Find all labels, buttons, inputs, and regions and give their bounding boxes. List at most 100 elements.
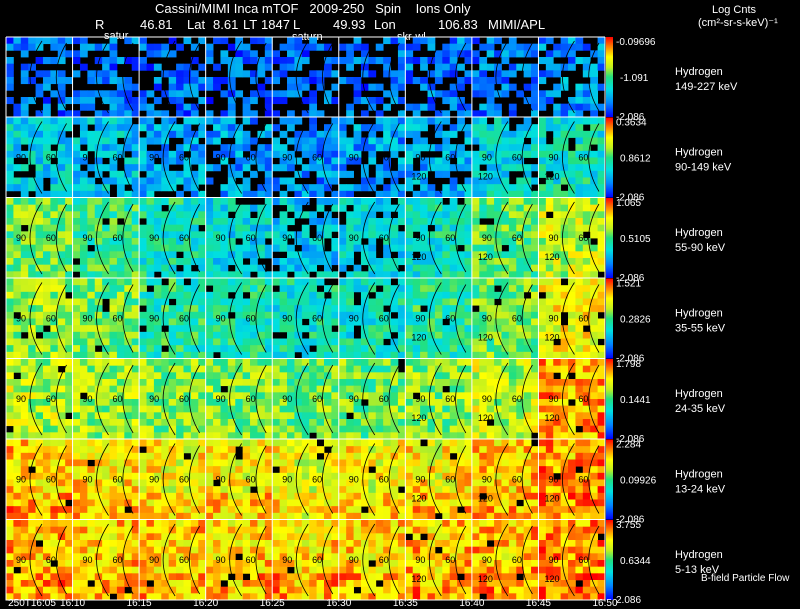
heatmap-cell [87, 512, 96, 520]
heatmap-cell [79, 184, 88, 192]
heatmap-cell [72, 110, 81, 118]
heatmap-cell [486, 244, 495, 252]
heatmap-cell [405, 392, 414, 400]
heatmap-cell [338, 452, 347, 460]
heatmap-cell [323, 164, 332, 172]
heatmap-cell [331, 446, 340, 454]
heatmap-cell [20, 190, 29, 198]
heatmap-cell [28, 479, 36, 487]
heatmap-cell [597, 231, 606, 239]
heatmap-cell [124, 338, 133, 346]
heatmap-cell [176, 499, 184, 507]
heatmap-cell [131, 359, 140, 367]
heatmap-cell [420, 238, 428, 246]
heatmap-cell [582, 90, 591, 98]
heatmap-cell [338, 285, 347, 293]
heatmap-cell [116, 345, 125, 353]
heatmap-cell [405, 506, 414, 514]
heatmap-cell [65, 466, 73, 474]
heatmap-cell [427, 479, 436, 487]
heatmap-cell [390, 97, 399, 105]
heatmap-cell [316, 83, 325, 91]
heatmap-cell [383, 251, 391, 259]
heatmap-cell [146, 43, 155, 51]
heatmap-cell [390, 506, 399, 514]
heatmap-cell [471, 399, 480, 407]
heatmap-cell [516, 466, 525, 474]
heatmap-cell [368, 385, 377, 393]
heatmap-cell [161, 432, 170, 440]
heatmap-cell [6, 224, 14, 232]
heatmap-cell [13, 379, 22, 387]
heatmap-cell [479, 204, 488, 212]
heatmap-cell [501, 164, 510, 172]
heatmap-cell [227, 190, 236, 198]
heatmap-cell [272, 311, 281, 319]
heatmap-cell [109, 164, 118, 172]
heatmap-cell [457, 124, 465, 132]
heatmap-cell [309, 264, 317, 272]
heatmap-cell [272, 184, 281, 192]
heatmap-cell [553, 50, 562, 58]
heatmap-cell [309, 110, 317, 118]
heatmap-cell [87, 446, 96, 454]
heatmap-cell [264, 90, 273, 98]
heatmap-cell [501, 351, 510, 359]
heatmap-cell [553, 110, 562, 118]
heatmap-cell [116, 492, 125, 500]
heatmap-cell [124, 124, 133, 132]
heatmap-cell [316, 499, 325, 507]
heatmap-cell [94, 351, 103, 359]
heatmap-cell [287, 372, 295, 380]
heatmap-cell [20, 117, 29, 125]
heatmap-cell [227, 338, 236, 346]
heatmap-cell [220, 211, 229, 219]
heatmap-cell [213, 385, 221, 393]
heatmap-cell [227, 43, 236, 51]
heatmap-cell [464, 231, 473, 239]
heatmap-cell [457, 251, 465, 259]
heatmap-cell [250, 231, 258, 239]
heatmap-cell [501, 338, 510, 346]
heatmap-cell [508, 258, 517, 266]
heatmap-cell [442, 479, 451, 487]
heatmap-cell [501, 157, 510, 165]
heatmap-cell [250, 446, 258, 454]
heatmap-cell [168, 425, 177, 433]
heatmap-cell [531, 264, 539, 272]
heatmap-cell [146, 338, 155, 346]
heatmap-cell [131, 251, 140, 259]
heatmap-cell [597, 365, 606, 373]
heatmap-cell [198, 338, 207, 346]
heatmap-cell [279, 164, 288, 172]
heatmap-cell [190, 419, 199, 427]
heatmap-cell [412, 258, 421, 266]
heatmap-cell [257, 325, 266, 333]
heatmap-cell [272, 359, 281, 367]
heatmap-cell [161, 198, 170, 206]
heatmap-cell [383, 325, 391, 333]
heatmap-cell [486, 37, 495, 45]
heatmap-cell [272, 439, 281, 447]
heatmap-cell [139, 331, 147, 339]
heatmap-cell [338, 305, 347, 313]
heatmap-cell [13, 124, 22, 132]
heatmap-cell [360, 419, 369, 427]
heatmap-cell [35, 258, 44, 266]
heatmap-cell [35, 459, 44, 467]
heatmap-cell [523, 164, 532, 172]
heatmap-cell [294, 231, 303, 239]
heatmap-cell [442, 244, 451, 252]
heatmap-cell [553, 204, 562, 212]
heatmap-cell [146, 103, 155, 111]
heatmap-cell [523, 190, 532, 198]
heatmap-cell [279, 70, 288, 78]
heatmap-cell [116, 325, 125, 333]
heatmap-cell [538, 311, 547, 319]
heatmap-cell [153, 486, 162, 494]
heatmap-cell [568, 164, 576, 172]
r-value: 46.81 [140, 17, 173, 32]
heatmap-cell [501, 57, 510, 65]
heatmap-cell [442, 311, 451, 319]
heatmap-cell [353, 512, 362, 520]
